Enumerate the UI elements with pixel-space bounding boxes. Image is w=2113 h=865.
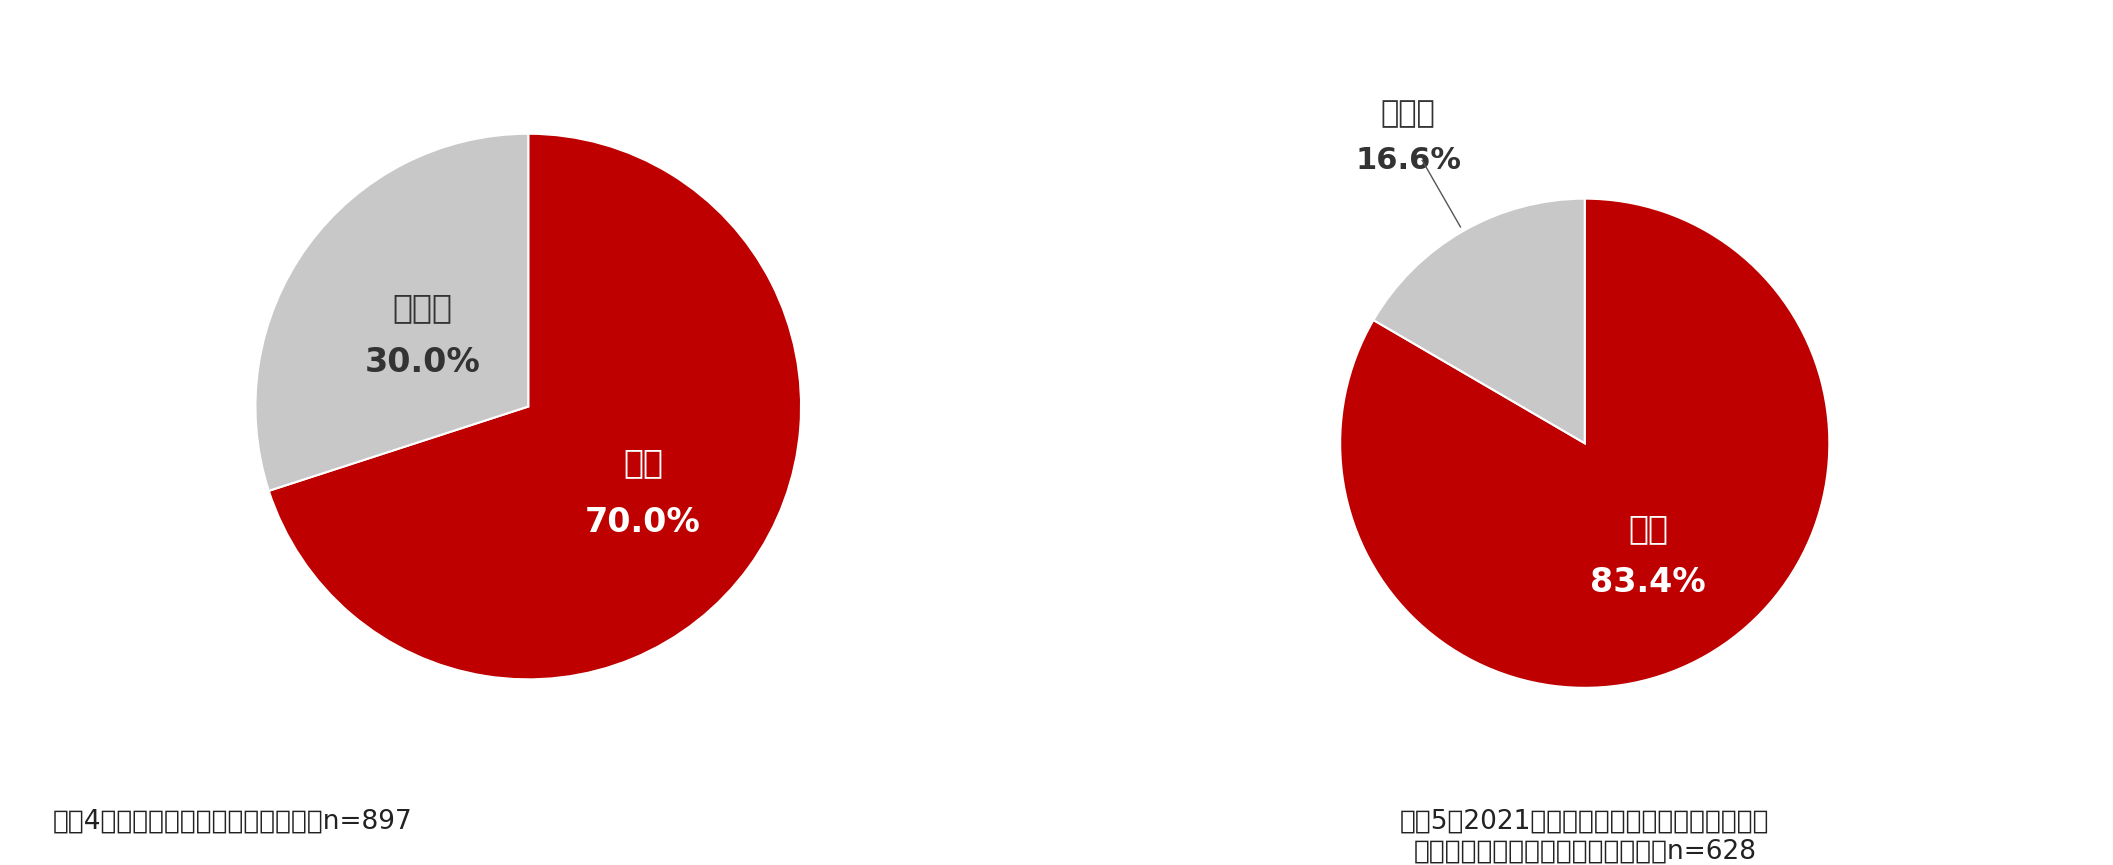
- Text: いいえ: いいえ: [393, 292, 452, 324]
- Text: ＜図4：日常的に節電をしているか＞n=897: ＜図4：日常的に節電をしているか＞n=897: [53, 809, 412, 835]
- Text: ＜図5：2021年からの電気料金高騰を受けて、: ＜図5：2021年からの電気料金高騰を受けて、: [1401, 809, 1769, 835]
- Text: 16.6%: 16.6%: [1354, 145, 1460, 175]
- Text: はい: はい: [623, 446, 663, 479]
- Text: はい: はい: [1629, 513, 1667, 546]
- Wedge shape: [1373, 199, 1585, 443]
- Text: 83.4%: 83.4%: [1591, 567, 1705, 599]
- Text: 30.0%: 30.0%: [363, 346, 480, 379]
- Wedge shape: [256, 134, 528, 490]
- Text: さらに節電をするようになったか＞n=628: さらに節電をするようになったか＞n=628: [1414, 839, 1756, 865]
- Wedge shape: [1340, 199, 1830, 688]
- Text: 70.0%: 70.0%: [585, 506, 702, 539]
- Text: いいえ: いいえ: [1380, 99, 1435, 128]
- Wedge shape: [268, 134, 801, 679]
